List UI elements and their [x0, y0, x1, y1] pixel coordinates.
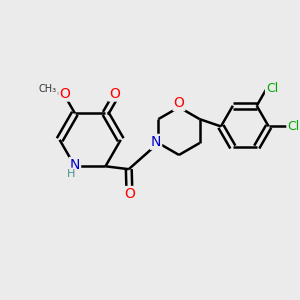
Text: Cl: Cl [266, 82, 278, 95]
Text: O: O [59, 87, 70, 100]
Text: O: O [109, 87, 120, 100]
Text: CH₃: CH₃ [39, 84, 57, 94]
Text: Cl: Cl [287, 120, 299, 133]
Text: N: N [70, 158, 80, 172]
Text: H: H [67, 169, 75, 178]
Text: O: O [124, 187, 135, 201]
Text: O: O [174, 96, 184, 110]
Text: N: N [151, 135, 161, 149]
